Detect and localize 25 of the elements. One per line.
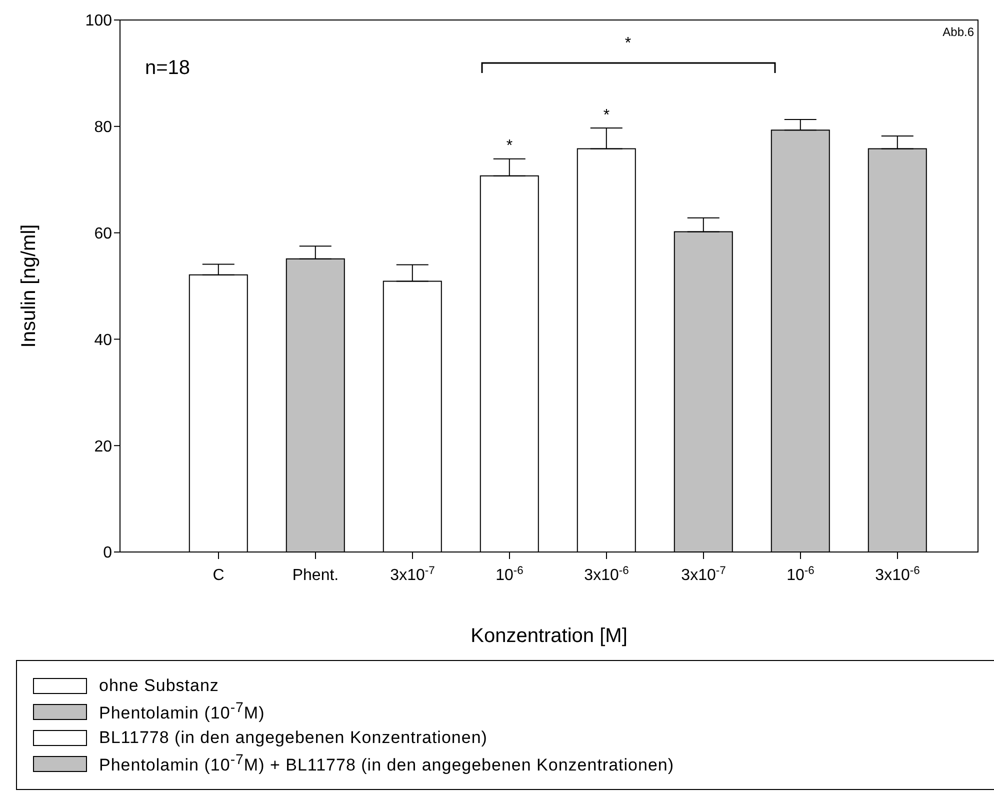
annotation: * [603, 106, 610, 124]
legend-label: Phentolamin (10$^{-7}$M) + BL11778 (in den angegebenen Konzentrationen) [99, 752, 674, 776]
legend-label: BL11778 (in den angegebenen Konzentrationen) [99, 728, 488, 748]
annotation: n=18 [145, 57, 190, 79]
x-tick-label: 3x10$^{-6}$ [584, 565, 629, 584]
y-axis-title: Insulin [ng/ml] [18, 224, 40, 348]
x-tick-label: 10$^{-6}$ [786, 565, 814, 584]
legend-label: ohne Substanz [99, 676, 219, 696]
annotation: Abb.6 [942, 25, 974, 39]
y-tick-label: 0 [103, 544, 112, 562]
x-tick-label: 10$^{-6}$ [496, 565, 524, 584]
y-tick-label: 20 [94, 438, 112, 456]
x-axis-title: Konzentration [M] [470, 625, 628, 647]
x-tick-label: C [212, 567, 224, 584]
x-tick-label: 3x10$^{-7}$ [390, 565, 435, 584]
x-tick-label: 3x10$^{-7}$ [681, 565, 726, 584]
y-tick-label: 80 [94, 119, 112, 136]
legend-label: Phentolamin (10$^{-7}$M) [99, 700, 265, 724]
annotation: * [624, 35, 632, 52]
y-tick-label: 60 [94, 225, 112, 242]
y-tick-label: 100 [85, 12, 112, 30]
annotation: * [506, 137, 513, 154]
y-tick-label: 40 [94, 332, 112, 349]
x-tick-label: 3x10$^{-6}$ [875, 565, 920, 584]
x-tick-label: Phent. [292, 567, 339, 584]
